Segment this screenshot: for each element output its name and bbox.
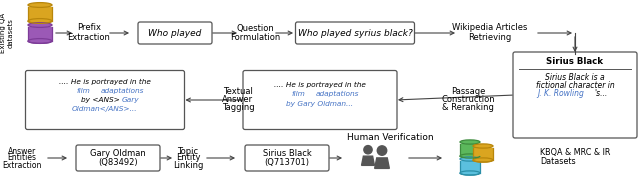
FancyBboxPatch shape <box>76 145 160 171</box>
Text: Sirius Black: Sirius Black <box>547 57 604 67</box>
FancyBboxPatch shape <box>245 145 329 171</box>
Text: fictional character in: fictional character in <box>536 81 614 91</box>
Text: (Q83492): (Q83492) <box>98 158 138 168</box>
Text: Answer: Answer <box>223 95 253 105</box>
Text: Extraction: Extraction <box>3 161 42 169</box>
Text: Passage: Passage <box>451 87 485 97</box>
Text: Entities: Entities <box>8 153 36 163</box>
Text: Topic: Topic <box>177 147 198 155</box>
Text: by Gary Oldman...: by Gary Oldman... <box>287 101 353 107</box>
Text: Linking: Linking <box>173 161 203 169</box>
Circle shape <box>377 146 387 155</box>
Text: Tagging: Tagging <box>221 103 254 113</box>
Text: Gary: Gary <box>121 97 139 103</box>
Text: KBQA & MRC & IR: KBQA & MRC & IR <box>540 148 611 158</box>
Text: Wikipedia Articles: Wikipedia Articles <box>452 23 528 33</box>
Text: Answer: Answer <box>8 147 36 155</box>
Bar <box>28 27 52 41</box>
FancyBboxPatch shape <box>26 70 184 129</box>
Text: film: film <box>291 91 305 97</box>
Text: adaptations: adaptations <box>316 91 359 97</box>
Text: Sirius Black: Sirius Black <box>262 148 312 158</box>
Ellipse shape <box>28 39 52 43</box>
Polygon shape <box>362 156 374 165</box>
FancyBboxPatch shape <box>243 70 397 129</box>
Text: .... He is portrayed in the: .... He is portrayed in the <box>59 79 151 85</box>
Text: & Reranking: & Reranking <box>442 103 494 113</box>
Text: J. K. Rowling: J. K. Rowling <box>538 89 584 99</box>
Text: Prefix: Prefix <box>77 23 101 33</box>
Text: Sirius Black is a: Sirius Black is a <box>545 73 605 83</box>
FancyBboxPatch shape <box>296 22 415 44</box>
Bar <box>460 144 480 156</box>
Bar <box>460 161 480 173</box>
Text: Datasets: Datasets <box>540 158 575 166</box>
Bar <box>473 148 493 160</box>
Text: by <ANS>: by <ANS> <box>81 97 120 103</box>
Text: Who played: Who played <box>148 28 202 38</box>
Text: (Q713701): (Q713701) <box>264 158 310 168</box>
Text: Textual: Textual <box>223 87 253 97</box>
Text: film: film <box>76 88 90 94</box>
Ellipse shape <box>460 171 480 175</box>
Polygon shape <box>374 158 389 168</box>
Bar <box>28 7 52 21</box>
Ellipse shape <box>460 154 480 158</box>
Circle shape <box>364 146 372 154</box>
Ellipse shape <box>460 140 480 144</box>
FancyBboxPatch shape <box>513 52 637 138</box>
Ellipse shape <box>473 144 493 148</box>
Ellipse shape <box>473 158 493 162</box>
Ellipse shape <box>28 19 52 23</box>
Text: Oldman</ANS>...: Oldman</ANS>... <box>72 106 138 112</box>
Text: Existing QA
datasets: Existing QA datasets <box>1 13 13 53</box>
Text: Retrieving: Retrieving <box>468 33 511 41</box>
Text: .... He is portrayed in the: .... He is portrayed in the <box>274 82 366 88</box>
Ellipse shape <box>460 157 480 161</box>
Text: Human Verification: Human Verification <box>347 134 433 142</box>
Text: Construction: Construction <box>441 95 495 105</box>
Text: Who played syrius black?: Who played syrius black? <box>298 28 412 38</box>
Text: Extraction: Extraction <box>68 33 111 41</box>
Text: Formulation: Formulation <box>230 33 280 41</box>
Text: Entity: Entity <box>176 153 200 163</box>
Text: 's...: 's... <box>595 89 607 99</box>
Ellipse shape <box>28 3 52 7</box>
Text: Gary Oldman: Gary Oldman <box>90 148 146 158</box>
Text: adaptations: adaptations <box>100 88 144 94</box>
Ellipse shape <box>28 23 52 27</box>
FancyBboxPatch shape <box>138 22 212 44</box>
Text: Question: Question <box>236 23 274 33</box>
